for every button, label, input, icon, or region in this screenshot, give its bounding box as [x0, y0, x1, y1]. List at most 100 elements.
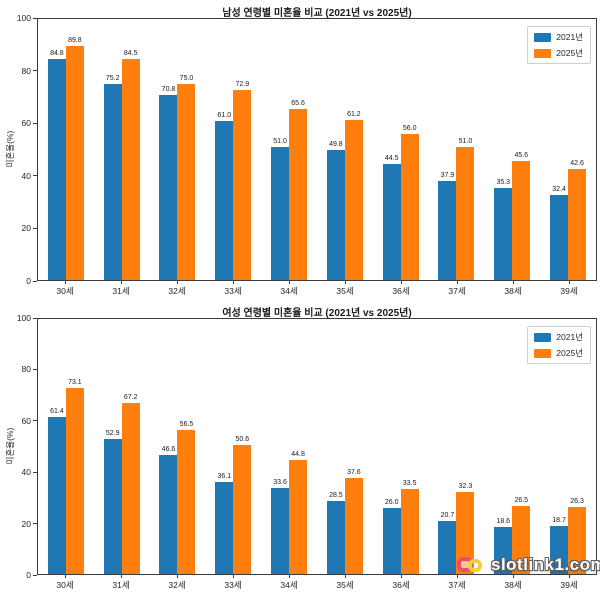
x-tick-label: 36세: [392, 580, 410, 590]
y-tick-mark: [33, 17, 37, 19]
bar-group-33세: 61.0 72.9: [205, 19, 261, 280]
bar-wrap: 18.7: [550, 319, 569, 574]
bar-value-label: 18.6: [496, 517, 511, 525]
y-tick-label: 80: [21, 65, 31, 76]
bar-group-31세: 75.2 84.5: [94, 19, 150, 280]
bar-2025년: [512, 160, 531, 280]
bar-wrap: 70.8: [159, 19, 178, 280]
bar-group-35세: 49.8 61.2: [317, 19, 373, 280]
bar-wrap: 44.8: [289, 319, 308, 574]
bar-2025년: [344, 120, 363, 280]
x-tick-label: 33세: [224, 580, 242, 590]
bar-wrap: 75.2: [103, 19, 122, 280]
y-tick: 20: [22, 223, 37, 233]
y-tick: 20: [22, 519, 37, 529]
y-axis: 0 20 40 60 80 100: [0, 13, 37, 286]
y-tick: 80: [22, 364, 37, 374]
bar-wrap: 72.9: [233, 19, 252, 280]
bar-2021년: [47, 417, 66, 574]
bar-group-34세: 33.6 44.8: [261, 319, 317, 574]
bar-group-37세: 20.7 32.3: [429, 319, 485, 574]
bar-value-label: 36.1: [217, 472, 232, 480]
bar-2025년: [233, 444, 252, 574]
y-tick: 60: [22, 118, 37, 128]
bar-series-layer: 84.8 89.8 75.2 84.5 70.8 75.0 61.0 72.9 51.0 65.6…: [38, 19, 596, 280]
x-tick-label: 33세: [224, 286, 242, 296]
y-axis: 0 20 40 60 80 100: [0, 313, 37, 580]
bar-wrap: 65.6: [289, 19, 308, 280]
bar-wrap: 61.4: [47, 319, 66, 574]
y-tick: 100: [17, 313, 37, 323]
y-tick-label: 100: [16, 313, 31, 323]
bar-value-label: 26.0: [384, 498, 399, 506]
bar-wrap: 26.3: [568, 319, 587, 574]
bar-group-34세: 51.0 65.6: [261, 19, 317, 280]
bar-2025년: [512, 506, 531, 574]
x-tick: 38세: [485, 575, 541, 591]
bar-wrap: 46.6: [159, 319, 178, 574]
bar-value-label: 61.2: [347, 111, 361, 119]
x-tick-label: 31세: [112, 286, 130, 296]
chart-title: 남성 연령별 미혼율 비교 (2021년 vs 2025년): [222, 8, 412, 19]
x-tick: 36세: [373, 281, 429, 297]
bar-group-30세: 61.4 73.1: [38, 319, 94, 574]
x-tick-mark: [400, 281, 402, 284]
x-tick-mark: [512, 575, 514, 578]
legend-entry-2025: 2025년: [534, 347, 583, 359]
y-tick-mark: [33, 471, 37, 473]
x-tick-label: 32세: [168, 286, 186, 296]
bar-2021년: [103, 83, 122, 280]
bar-value-label: 65.6: [291, 99, 305, 107]
bar-value-label: 56.0: [402, 124, 417, 132]
bar-wrap: 20.7: [438, 319, 457, 574]
y-tick-mark: [33, 420, 37, 422]
x-tick: 32세: [149, 575, 205, 591]
bar-wrap: 44.5: [382, 19, 401, 280]
bar-2021년: [103, 439, 122, 574]
bar-wrap: 26.5: [512, 319, 531, 574]
bar-wrap: 51.0: [456, 19, 475, 280]
bar-2021년: [494, 187, 513, 280]
bar-value-label: 61.4: [50, 408, 64, 416]
bar-value-label: 51.0: [458, 137, 473, 145]
bar-2025년: [568, 506, 587, 574]
bar-wrap: 35.3: [494, 19, 513, 280]
bar-value-label: 18.7: [552, 517, 566, 525]
x-tick-mark: [176, 575, 178, 578]
bar-2025년: [121, 59, 140, 280]
bar-group-37세: 37.9 51.0: [429, 19, 485, 280]
x-tick-label: 30세: [56, 580, 74, 590]
bar-value-label: 46.6: [161, 446, 176, 454]
bar-group-35세: 28.5 37.6: [317, 319, 373, 574]
y-tick: 60: [22, 416, 37, 426]
bar-value-label: 51.0: [273, 137, 287, 145]
y-tick: 0: [26, 570, 37, 580]
bar-group-32세: 70.8 75.0: [150, 19, 206, 280]
bar-2025년: [121, 402, 140, 574]
x-axis: 30세 31세 32세 33세 34세 35세 36세 37세 38세 39세: [37, 575, 597, 591]
bar-wrap: 32.3: [456, 319, 475, 574]
bar-value-label: 20.7: [440, 512, 455, 520]
bar-value-label: 75.0: [179, 75, 194, 83]
legend: 2021년 2025년: [527, 326, 591, 364]
x-tick-label: 32세: [168, 580, 186, 590]
x-tick-label: 38세: [504, 580, 522, 590]
bar-wrap: 67.2: [121, 319, 140, 574]
bar-2025년: [400, 133, 419, 280]
bar-group-38세: 18.6 26.5: [484, 319, 540, 574]
bar-group-31세: 52.9 67.2: [94, 319, 150, 574]
legend-label: 2021년: [556, 332, 583, 342]
bar-2021년: [326, 150, 345, 280]
y-tick-mark: [33, 122, 37, 124]
y-tick-label: 20: [21, 518, 31, 529]
bar-2021년: [438, 521, 457, 574]
x-tick: 39세: [541, 281, 597, 297]
bar-value-label: 61.0: [217, 111, 232, 119]
bar-2021년: [271, 488, 290, 574]
bar-2025년: [456, 491, 475, 574]
bar-value-label: 52.9: [105, 430, 120, 438]
bar-value-label: 42.6: [570, 159, 584, 167]
